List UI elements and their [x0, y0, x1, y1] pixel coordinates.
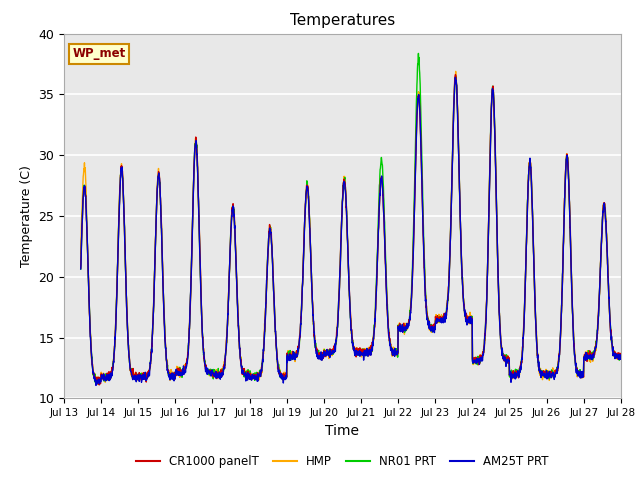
AM25T PRT — [367, 347, 374, 352]
CR1000 panelT — [367, 346, 374, 352]
CR1000 panelT — [508, 373, 516, 379]
NR01 PRT — [415, 50, 422, 56]
AM25T PRT — [228, 218, 236, 224]
HMP — [77, 251, 84, 256]
HMP — [378, 174, 386, 180]
NR01 PRT — [378, 162, 386, 168]
CR1000 panelT — [617, 352, 625, 358]
Text: WP_met: WP_met — [72, 48, 125, 60]
HMP — [585, 352, 593, 358]
NR01 PRT — [570, 333, 577, 339]
AM25T PRT — [570, 337, 577, 343]
CR1000 panelT — [585, 351, 593, 357]
AM25T PRT — [508, 373, 516, 379]
NR01 PRT — [228, 213, 236, 218]
Line: NR01 PRT: NR01 PRT — [81, 53, 621, 383]
CR1000 panelT — [570, 332, 577, 337]
NR01 PRT — [585, 348, 593, 354]
Line: HMP: HMP — [81, 72, 621, 384]
HMP — [452, 69, 460, 74]
NR01 PRT — [367, 349, 374, 355]
Legend: CR1000 panelT, HMP, NR01 PRT, AM25T PRT: CR1000 panelT, HMP, NR01 PRT, AM25T PRT — [131, 450, 554, 473]
AM25T PRT — [452, 74, 460, 80]
AM25T PRT — [378, 178, 386, 184]
HMP — [228, 216, 236, 222]
NR01 PRT — [508, 371, 516, 377]
CR1000 panelT — [452, 72, 460, 77]
HMP — [95, 382, 102, 387]
NR01 PRT — [617, 352, 625, 358]
Y-axis label: Temperature (C): Temperature (C) — [20, 165, 33, 267]
Title: Temperatures: Temperatures — [290, 13, 395, 28]
AM25T PRT — [617, 355, 625, 361]
CR1000 panelT — [228, 213, 236, 218]
NR01 PRT — [95, 380, 103, 385]
CR1000 panelT — [378, 178, 386, 184]
AM25T PRT — [585, 354, 593, 360]
CR1000 panelT — [77, 265, 84, 271]
X-axis label: Time: Time — [325, 424, 360, 438]
HMP — [367, 346, 374, 351]
HMP — [570, 333, 577, 339]
Line: AM25T PRT: AM25T PRT — [81, 77, 621, 385]
HMP — [617, 354, 625, 360]
Line: CR1000 panelT: CR1000 panelT — [81, 74, 621, 385]
AM25T PRT — [77, 266, 84, 272]
HMP — [508, 372, 516, 377]
AM25T PRT — [92, 383, 100, 388]
CR1000 panelT — [95, 382, 103, 388]
NR01 PRT — [77, 266, 84, 272]
